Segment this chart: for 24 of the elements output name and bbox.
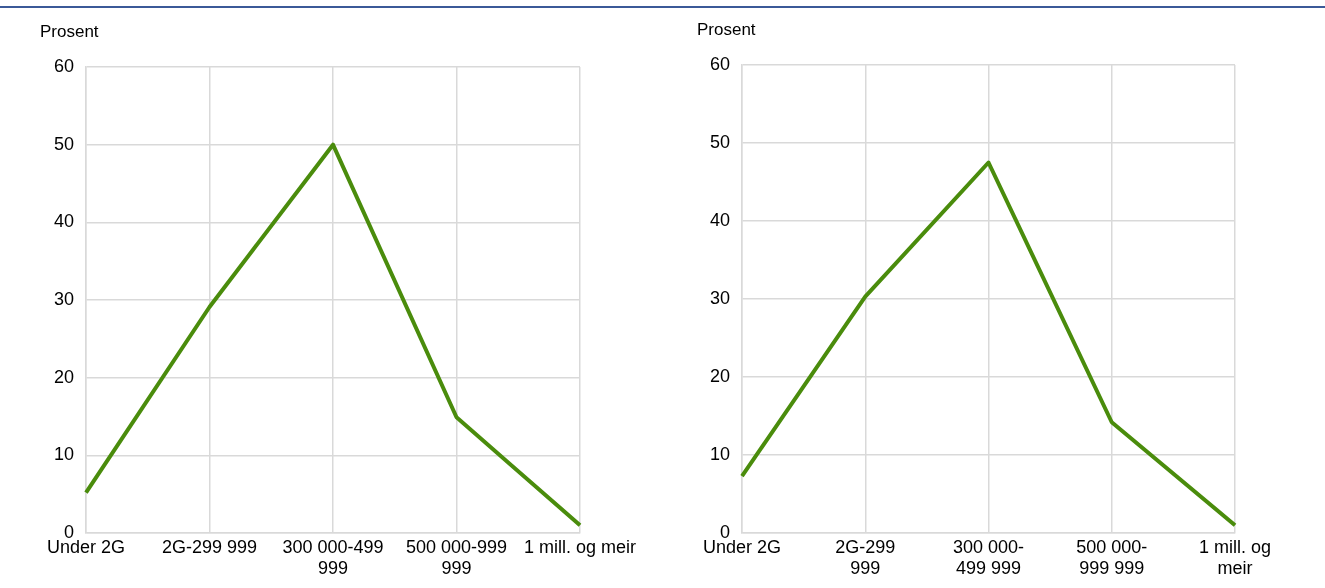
y-tick-label: 60	[53, 55, 74, 76]
x-tick-label: 2G-299 999	[835, 536, 896, 579]
y-axis-title: Prosent	[40, 21, 99, 41]
x-tick-label: 500 000-999 999	[405, 536, 508, 579]
x-tick-label: 300 000-499 999	[282, 536, 384, 579]
y-tick-label: 0	[63, 521, 74, 542]
y-tick-label: 50	[53, 133, 74, 154]
y-tick-label: 40	[53, 211, 74, 232]
x-tick-label: 1 mill. og meir	[523, 536, 637, 557]
y-tick-label: 10	[709, 443, 730, 464]
y-tick-label: 30	[53, 288, 74, 309]
y-tick-label: 40	[709, 209, 730, 230]
y-tick-label: 20	[709, 365, 730, 386]
y-axis-title: Prosent	[697, 19, 756, 39]
y-tick-label: 60	[709, 53, 730, 74]
x-tick-label: 500 000-999 999	[1076, 536, 1148, 579]
x-tick-label: 2G-299 999	[161, 536, 258, 557]
y-tick-label: 0	[719, 521, 730, 542]
x-tick-label: 1 mill. og meir	[1198, 536, 1272, 579]
y-tick-label: 10	[53, 444, 74, 465]
y-tick-label: 30	[709, 287, 730, 308]
y-tick-label: 20	[53, 366, 74, 387]
x-tick-label: 300 000-499 999	[952, 536, 1025, 579]
y-tick-label: 50	[709, 131, 730, 152]
